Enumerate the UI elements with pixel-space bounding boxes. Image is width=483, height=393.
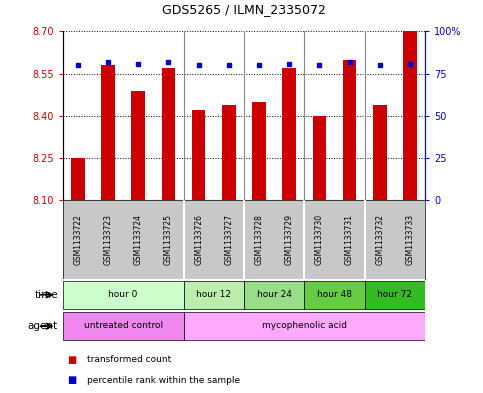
Bar: [184, 281, 244, 309]
Text: hour 0: hour 0: [109, 290, 138, 299]
Text: GSM1133722: GSM1133722: [73, 214, 83, 265]
Bar: [252, 102, 266, 200]
Text: GSM1133730: GSM1133730: [315, 214, 324, 265]
Text: GSM1133727: GSM1133727: [224, 214, 233, 265]
Text: GSM1133729: GSM1133729: [284, 214, 294, 265]
Bar: [313, 116, 326, 200]
Text: GSM1133733: GSM1133733: [405, 214, 414, 265]
Text: agent: agent: [28, 321, 58, 331]
Text: untreated control: untreated control: [84, 321, 163, 330]
Text: mycophenolic acid: mycophenolic acid: [262, 321, 347, 330]
Text: GSM1133728: GSM1133728: [255, 214, 264, 265]
Bar: [403, 31, 417, 200]
Text: GDS5265 / ILMN_2335072: GDS5265 / ILMN_2335072: [162, 3, 326, 16]
Bar: [184, 312, 425, 340]
Bar: [244, 281, 304, 309]
Bar: [343, 60, 356, 200]
Bar: [162, 68, 175, 200]
Text: ■: ■: [68, 375, 77, 385]
Bar: [63, 312, 184, 340]
Text: GSM1133725: GSM1133725: [164, 214, 173, 265]
Text: hour 48: hour 48: [317, 290, 352, 299]
Bar: [283, 68, 296, 200]
Text: GSM1133724: GSM1133724: [134, 214, 143, 265]
Bar: [304, 281, 365, 309]
Bar: [365, 281, 425, 309]
Text: hour 24: hour 24: [256, 290, 292, 299]
Text: ■: ■: [68, 355, 77, 365]
Bar: [192, 110, 205, 200]
Text: GSM1133731: GSM1133731: [345, 214, 354, 265]
Bar: [373, 105, 386, 200]
Text: hour 72: hour 72: [377, 290, 412, 299]
Text: hour 12: hour 12: [196, 290, 231, 299]
Bar: [71, 158, 85, 200]
Text: transformed count: transformed count: [87, 355, 171, 364]
Text: GSM1133726: GSM1133726: [194, 214, 203, 265]
Bar: [101, 65, 115, 200]
Text: GSM1133723: GSM1133723: [103, 214, 113, 265]
Text: GSM1133732: GSM1133732: [375, 214, 384, 265]
Text: percentile rank within the sample: percentile rank within the sample: [87, 376, 240, 385]
Bar: [63, 281, 184, 309]
Bar: [222, 105, 236, 200]
Bar: [131, 90, 145, 200]
Text: time: time: [34, 290, 58, 300]
